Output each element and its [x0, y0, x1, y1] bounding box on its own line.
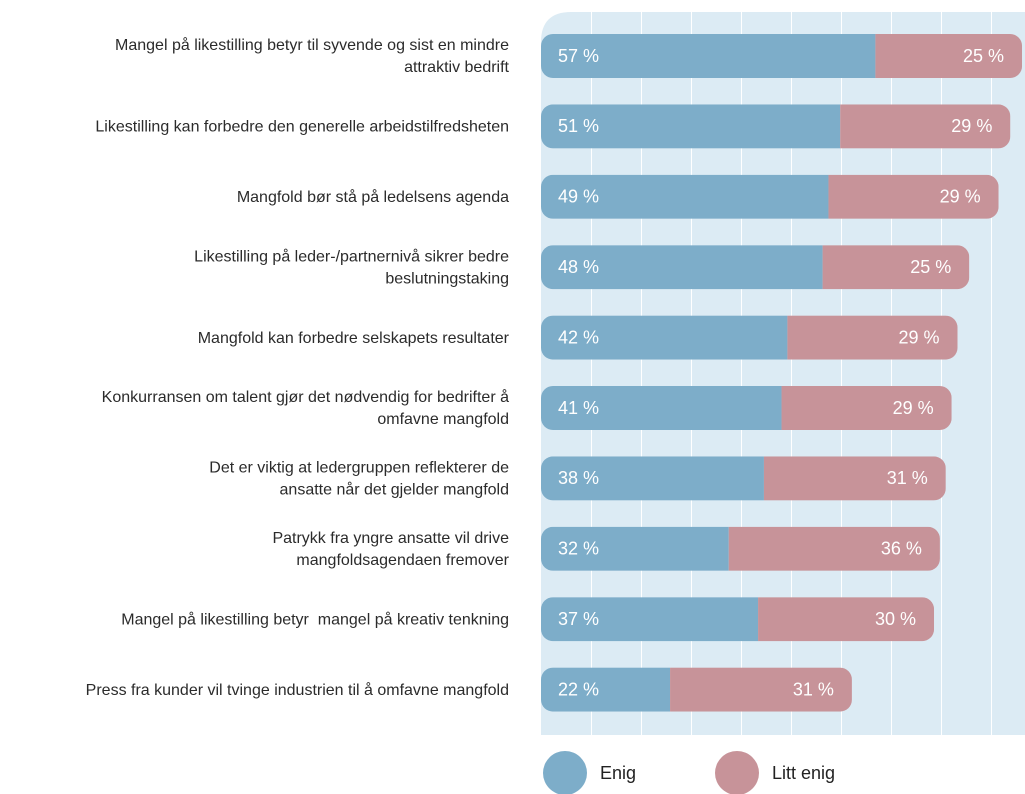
bar-segment [828, 174, 999, 219]
legend-label: Litt enig [772, 763, 835, 783]
category-label: Patrykk fra yngre ansatte vil drive [272, 530, 509, 547]
category-label: Mangel på likestilling betyr til syvende… [115, 36, 509, 54]
category-label: ansatte når det gjelder mangfold [280, 481, 509, 499]
bar-segment [541, 34, 876, 78]
category-label: Likestilling kan forbedre den generelle … [95, 119, 509, 136]
bar-segment [822, 245, 970, 290]
bar-row [541, 34, 1023, 78]
category-label: Mangfold kan forbedre selskapets resulta… [198, 330, 510, 347]
value-label: 31 % [793, 679, 834, 699]
bar-row [541, 315, 958, 360]
bar-segment [763, 456, 946, 501]
legend-swatch [715, 751, 759, 794]
bar-row [541, 386, 952, 430]
value-label: 41 % [558, 398, 599, 418]
value-label: 31 % [887, 468, 928, 488]
bar-segment [840, 104, 1011, 149]
bar-row [541, 456, 946, 501]
bar-segment [728, 526, 940, 571]
category-label: attraktiv bedrift [404, 59, 509, 76]
value-label: 51 % [558, 116, 599, 136]
category-label: Konkurransen om talent gjør det nødvendi… [102, 388, 509, 406]
category-label: Mangfold bør stå på ledelsens agenda [237, 188, 509, 206]
bar-row [541, 526, 940, 571]
category-label: Press fra kunder vil tvinge industrien t… [86, 681, 509, 699]
category-label: omfavne mangfold [377, 411, 509, 428]
bar-segment [541, 667, 671, 712]
value-label: 38 % [558, 468, 599, 488]
legend-label: Enig [600, 763, 636, 783]
category-label: Likestilling på leder-/partnernivå sikre… [194, 247, 509, 265]
bar-segment [541, 456, 764, 501]
bar-segment [541, 174, 829, 219]
bar-segment [875, 34, 1023, 78]
bar-segment [541, 386, 782, 430]
value-label: 29 % [893, 398, 934, 418]
bar-segment [541, 597, 759, 642]
value-label: 25 % [963, 46, 1004, 66]
value-label: 25 % [910, 257, 951, 277]
value-label: 37 % [558, 609, 599, 629]
value-label: 49 % [558, 187, 599, 207]
value-label: 42 % [558, 327, 599, 347]
value-label: 48 % [558, 257, 599, 277]
category-label: mangfoldsagendaen fremover [296, 552, 509, 569]
value-label: 32 % [558, 539, 599, 559]
bar-row [541, 667, 852, 712]
bar-segment [758, 597, 935, 642]
bar-segment [541, 245, 823, 290]
category-label: beslutningstaking [385, 270, 509, 287]
value-label: 29 % [940, 187, 981, 207]
bar-segment [541, 526, 729, 571]
legend-swatch [543, 751, 587, 794]
bar-segment [541, 315, 788, 360]
bar-segment [787, 315, 958, 360]
bar-row [541, 597, 935, 642]
bar-row [541, 245, 970, 290]
value-label: 29 % [899, 327, 940, 347]
bar-segment [670, 667, 852, 712]
bar-segment [541, 104, 841, 149]
value-label: 29 % [951, 116, 992, 136]
value-label: 22 % [558, 679, 599, 699]
value-label: 57 % [558, 46, 599, 66]
value-label: 30 % [875, 609, 916, 629]
category-label: Mangel på likestilling betyr mangel på k… [121, 610, 509, 628]
bar-row [541, 174, 999, 219]
bar-segment [781, 386, 952, 430]
bar-row [541, 104, 1011, 149]
value-label: 36 % [881, 539, 922, 559]
category-label: Det er viktig at ledergruppen reflektere… [209, 460, 509, 477]
